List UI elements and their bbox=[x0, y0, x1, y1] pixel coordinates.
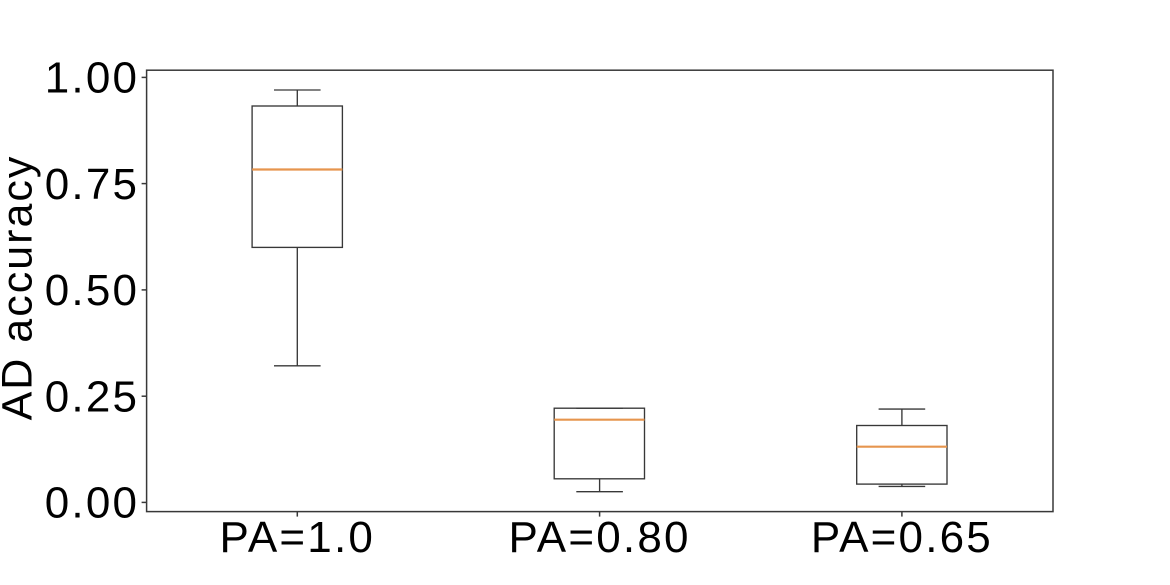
svg-text:0.75: 0.75 bbox=[45, 160, 139, 209]
svg-text:PA=0.80: PA=0.80 bbox=[509, 513, 691, 562]
svg-text:1.00: 1.00 bbox=[45, 54, 139, 103]
svg-text:AD accuracy: AD accuracy bbox=[0, 155, 42, 421]
svg-text:0.25: 0.25 bbox=[45, 373, 139, 422]
svg-text:PA=1.0: PA=1.0 bbox=[220, 513, 376, 562]
svg-text:0.50: 0.50 bbox=[45, 266, 139, 315]
svg-text:PA=0.65: PA=0.65 bbox=[811, 513, 993, 562]
svg-text:0.00: 0.00 bbox=[45, 479, 139, 528]
